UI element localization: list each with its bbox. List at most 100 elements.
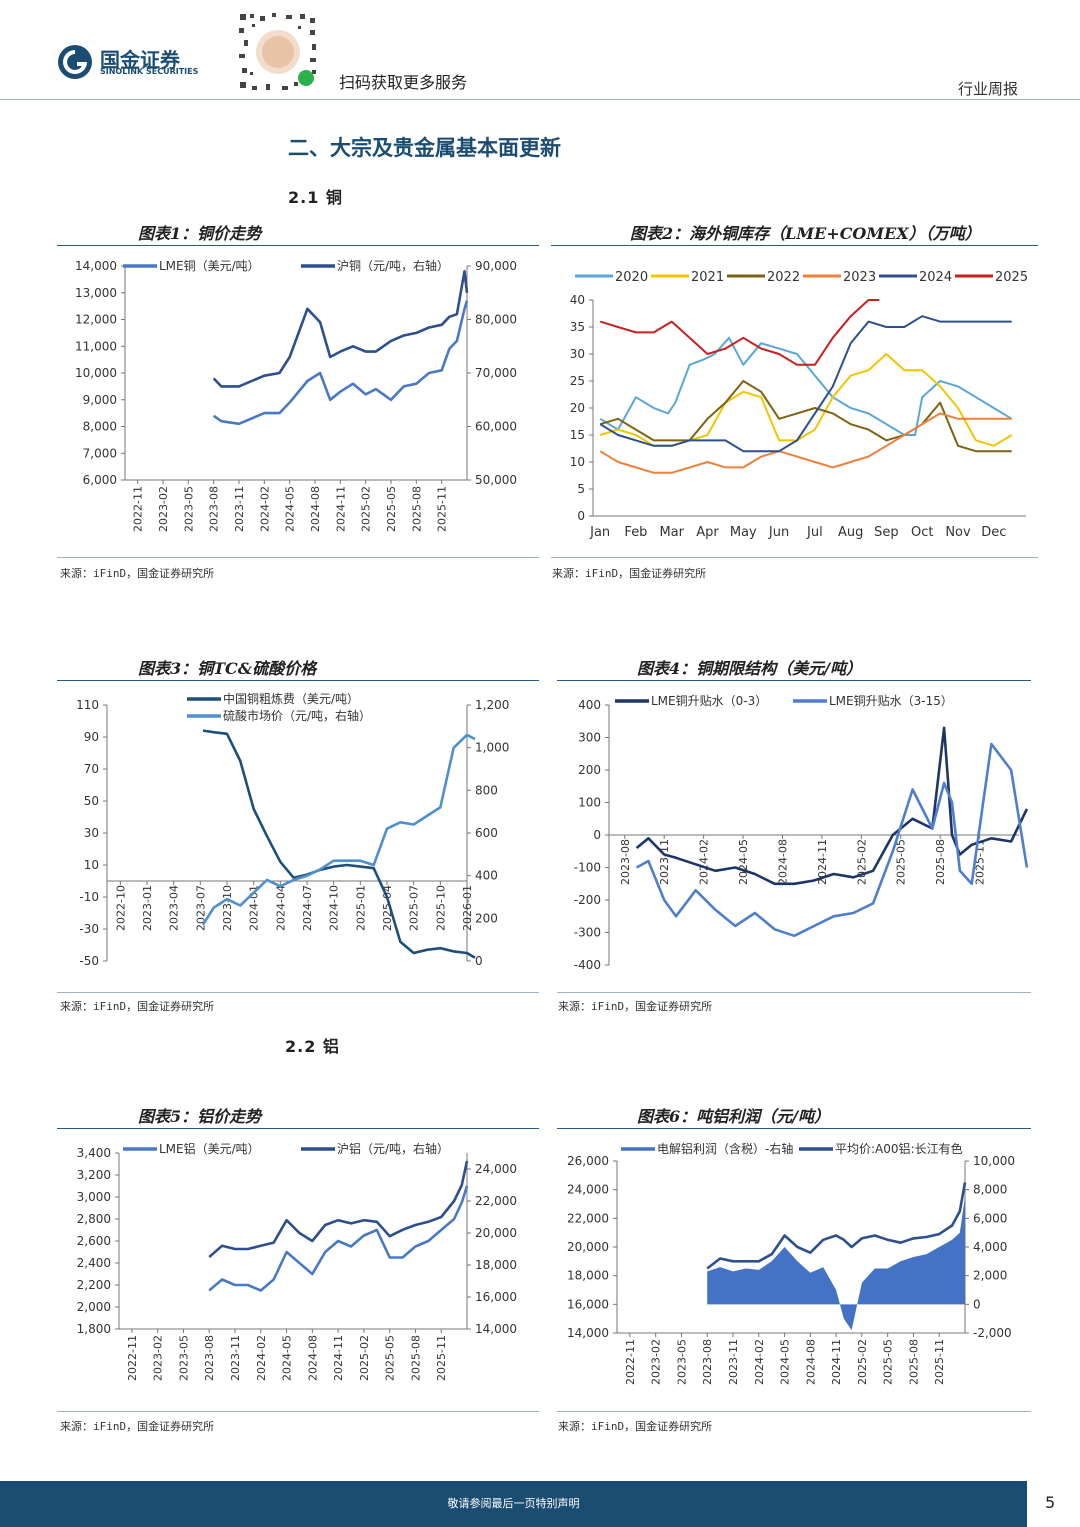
fig2-xtick-label: Apr — [696, 525, 719, 540]
fig1-title: 图表1：铜价走势 — [138, 224, 262, 243]
qr-code-icon[interactable] — [236, 10, 320, 94]
fig5-y2tick-label: 20,000 — [475, 1226, 517, 1240]
subsection-aluminum: 2.2 铝 — [285, 1037, 340, 1056]
fig3-xtick-label: 2023-04 — [168, 885, 181, 931]
fig6-series-area-0 — [707, 1196, 965, 1331]
fig5-xtick-label: 2022-11 — [126, 1335, 139, 1381]
fig1-series-line-0 — [212, 300, 469, 426]
fig4-xtick-label: 2024-11 — [816, 839, 829, 885]
fig5-ytick-label: 2,000 — [77, 1300, 111, 1314]
fig3-y2tick-label: 800 — [475, 783, 498, 797]
fig2-xtick-label: Mar — [659, 525, 684, 540]
fig3-xtick-label: 2024-10 — [328, 885, 341, 931]
fig5-source: 来源：iFinD，国金证券研究所 — [60, 1420, 215, 1433]
fig4-ytick-label: -200 — [574, 893, 601, 907]
fig3-y2tick-label: 1,000 — [475, 741, 509, 755]
fig4-source-rule — [557, 992, 1031, 993]
fig2-series-line-1 — [599, 353, 1013, 447]
fig3-legend-label: 中国铜粗炼费（美元/吨） — [223, 691, 359, 706]
logo-en: SINOLINK SECURITIES — [100, 67, 199, 76]
fig2-source-rule — [551, 557, 1038, 558]
fig4-series-line-0 — [635, 726, 1029, 886]
fig6-xtick-label: 2023-08 — [701, 1339, 714, 1385]
fig1-ytick-label: 10,000 — [75, 366, 117, 380]
fig6-y2tick-label: 6,000 — [973, 1211, 1007, 1225]
fig3-ytick-label: -50 — [79, 954, 99, 968]
fig1-ytick-label: 12,000 — [75, 313, 117, 327]
fig6-y2tick-label: 0 — [973, 1297, 981, 1311]
fig2-title: 图表2：海外铜库存（LME+COMEX）（万吨） — [630, 224, 981, 243]
fig6-aluminum-profit-chart: 14,000 16,000 18,000 20,000 22,000 24,000 26,0… — [567, 1141, 1015, 1385]
page-number: 5 — [1045, 1493, 1056, 1512]
fig3-y2tick-label: 1,200 — [475, 698, 509, 712]
fig4-ytick-label: 300 — [578, 731, 601, 745]
sinolink-logo-icon — [58, 45, 92, 79]
fig2-ytick-label: 0 — [577, 509, 585, 523]
fig2-xtick-label: Dec — [981, 525, 1006, 540]
fig2-series-line-5 — [599, 299, 880, 366]
fig1-y2tick-label: 60,000 — [475, 420, 517, 434]
fig5-series-line-1 — [208, 1160, 469, 1258]
fig1-xtick-label: 2024-05 — [284, 486, 297, 532]
fig2-xtick-label: Nov — [945, 525, 971, 540]
fig2-title-rule — [551, 245, 1038, 246]
fig5-legend-label: LME铝（美元/吨） — [159, 1141, 260, 1156]
fig5-xtick-label: 2025-05 — [384, 1335, 397, 1381]
fig1-source-rule — [57, 557, 539, 558]
fig3-xtick-label: 2024-04 — [274, 885, 287, 931]
fig4-title-rule — [557, 680, 1031, 681]
fig6-xtick-label: 2025-05 — [882, 1339, 895, 1385]
fig3-xtick-label: 2023-07 — [194, 885, 207, 931]
fig5-xtick-label: 2024-02 — [255, 1335, 268, 1381]
section-title: 二、大宗及贵金属基本面更新 — [288, 136, 561, 160]
fig1-xtick-label: 2025-02 — [360, 486, 373, 532]
fig6-ytick-label: 18,000 — [567, 1269, 609, 1283]
fig2-series-line-3 — [599, 412, 1012, 474]
fig2-legend-label: 2025 — [995, 270, 1028, 285]
fig1-y2tick-label: 80,000 — [475, 313, 517, 327]
fig5-y2tick-label: 18,000 — [475, 1258, 517, 1272]
fig3-xtick-label: 2024-07 — [301, 885, 314, 931]
fig3-title-rule — [57, 680, 539, 681]
fig3-source-rule — [57, 992, 539, 993]
fig1-ytick-label: 11,000 — [75, 339, 117, 353]
fig5-y2tick-label: 24,000 — [475, 1162, 517, 1176]
fig6-ytick-label: 24,000 — [567, 1183, 609, 1197]
fig3-series-line-0 — [202, 729, 476, 959]
fig4-ytick-label: 400 — [578, 698, 601, 712]
fig2-xtick-label: Jul — [806, 525, 823, 540]
fig6-xtick-label: 2025-02 — [856, 1339, 869, 1385]
subsection-copper: 2.1 铜 — [288, 188, 343, 207]
fig2-ytick-label: 40 — [570, 293, 585, 307]
fig3-xtick-label: 2022-10 — [114, 885, 127, 931]
fig1-legend-label: LME铜（美元/吨） — [159, 258, 260, 273]
fig2-ytick-label: 15 — [570, 428, 585, 442]
fig2-legend-label: 2020 — [615, 270, 648, 285]
fig2-xtick-label: Jan — [589, 525, 610, 540]
fig3-xtick-label: 2023-10 — [221, 885, 234, 931]
fig6-source-rule — [557, 1411, 1031, 1412]
fig1-xtick-label: 2024-08 — [309, 486, 322, 532]
fig6-source: 来源：iFinD，国金证券研究所 — [558, 1420, 713, 1433]
fig5-ytick-label: 2,400 — [77, 1256, 111, 1270]
fig2-xtick-label: Feb — [624, 525, 647, 540]
fig6-xtick-label: 2023-02 — [650, 1339, 663, 1385]
report-type: 行业周报 — [958, 80, 1019, 98]
fig4-xtick-label: 2024-02 — [698, 839, 711, 885]
fig6-xtick-label: 2022-11 — [624, 1339, 637, 1385]
fig2-xtick-label: Sep — [874, 525, 899, 540]
fig3-ytick-label: 50 — [84, 794, 99, 808]
fig1-xtick-label: 2023-11 — [233, 486, 246, 532]
fig5-ytick-label: 3,400 — [77, 1146, 111, 1160]
fig4-xtick-label: 2023-08 — [619, 839, 632, 885]
fig2-legend-label: 2024 — [919, 270, 952, 285]
fig1-copper-price-chart: 6,000 7,000 8,000 9,000 10,000 11,000 12,000 13… — [75, 258, 517, 532]
fig6-xtick-label: 2024-02 — [753, 1339, 766, 1385]
fig3-xtick-label: 2025-04 — [381, 885, 394, 931]
fig4-copper-spread-chart: -400 -300 -200 -100 0 100 200 300 400 2023-08 2023… — [574, 693, 1029, 972]
fig1-series-line-1 — [212, 270, 469, 388]
fig6-xtick-label: 2024-11 — [830, 1339, 843, 1385]
fig3-ytick-label: 110 — [76, 698, 99, 712]
fig5-xtick-label: 2024-08 — [306, 1335, 319, 1381]
